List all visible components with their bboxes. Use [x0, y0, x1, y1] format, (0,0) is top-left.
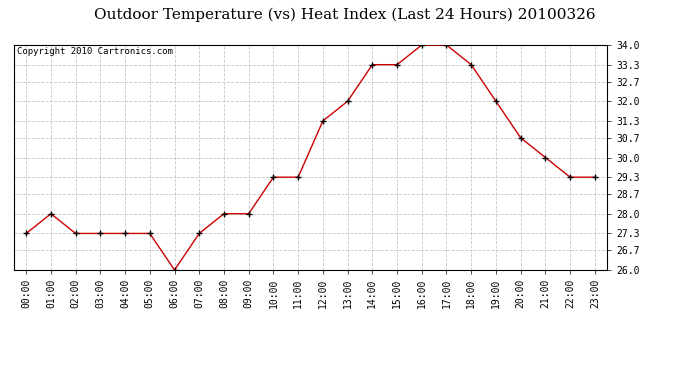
- Text: Copyright 2010 Cartronics.com: Copyright 2010 Cartronics.com: [17, 47, 172, 56]
- Text: Outdoor Temperature (vs) Heat Index (Last 24 Hours) 20100326: Outdoor Temperature (vs) Heat Index (Las…: [95, 8, 595, 22]
